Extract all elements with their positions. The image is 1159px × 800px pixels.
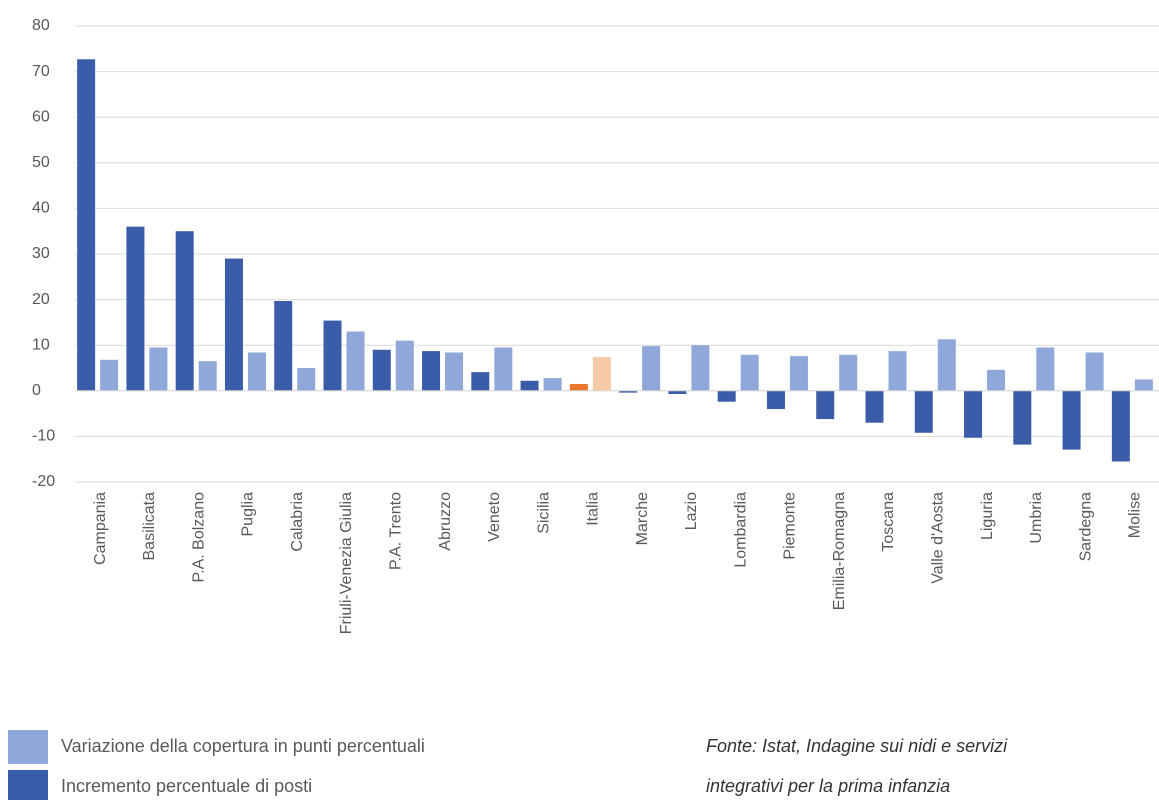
x-tick-label: Campania xyxy=(92,492,109,565)
x-tick-label: Umbria xyxy=(1028,492,1045,544)
x-tick-label: Puglia xyxy=(240,492,257,537)
x-tick-label: Liguria xyxy=(979,492,996,540)
bar xyxy=(914,390,933,433)
bar xyxy=(198,361,217,391)
bar xyxy=(642,346,661,391)
bar xyxy=(1085,352,1104,391)
legend-label: Variazione della copertura in punti perc… xyxy=(61,736,425,756)
x-tick-label: Basilicata xyxy=(141,492,158,561)
bar xyxy=(1013,390,1032,445)
bar xyxy=(100,359,119,391)
y-tick-label: 10 xyxy=(32,336,50,353)
bar xyxy=(126,226,145,391)
x-tick-label: Lombardia xyxy=(732,492,749,568)
bar xyxy=(77,59,96,391)
bar xyxy=(175,231,194,391)
bar xyxy=(297,368,316,391)
y-tick-label: 20 xyxy=(32,291,50,308)
bar xyxy=(247,352,266,391)
bar xyxy=(619,390,638,393)
bar xyxy=(937,339,956,391)
x-tick-label: Lazio xyxy=(683,492,700,530)
x-tick-label: Italia xyxy=(585,492,602,526)
bar xyxy=(494,347,513,391)
source-note: integrativi per la prima infanzia xyxy=(706,776,950,796)
x-tick-label: Marche xyxy=(634,492,651,545)
bar xyxy=(668,390,687,394)
y-tick-label: 80 xyxy=(32,17,50,34)
bar xyxy=(839,354,858,391)
y-tick-label: 50 xyxy=(32,154,50,171)
bar xyxy=(274,300,293,391)
x-tick-label: P.A. Bolzano xyxy=(190,492,207,583)
bar xyxy=(149,347,168,391)
legend-swatch xyxy=(8,770,48,800)
x-tick-label: Valle d'Aosta xyxy=(929,492,946,584)
bar xyxy=(1111,390,1130,462)
bar xyxy=(717,390,736,402)
source-note: Fonte: Istat, Indagine sui nidi e serviz… xyxy=(706,736,1008,756)
x-tick-label: Veneto xyxy=(486,492,503,542)
bar xyxy=(569,383,588,391)
bar xyxy=(1036,347,1055,391)
bar xyxy=(395,340,414,391)
y-tick-label: 40 xyxy=(32,200,50,217)
bar xyxy=(740,354,759,391)
x-tick-label: Abruzzo xyxy=(437,492,454,551)
bar xyxy=(592,357,611,391)
bar xyxy=(372,349,391,391)
y-tick-label: -10 xyxy=(32,428,55,445)
bar xyxy=(766,390,785,410)
bar xyxy=(789,356,808,391)
bar xyxy=(1134,379,1153,391)
bar xyxy=(471,372,490,391)
x-tick-label: Toscana xyxy=(880,492,897,552)
x-tick-label: Sardegna xyxy=(1077,492,1094,561)
legend-label: Incremento percentuale di posti xyxy=(61,776,312,796)
bar xyxy=(964,390,983,438)
bar xyxy=(816,390,835,420)
x-tick-label: Calabria xyxy=(289,492,306,552)
x-tick-label: Sicilia xyxy=(535,492,552,534)
y-tick-label: 0 xyxy=(32,382,41,399)
bar xyxy=(422,351,441,391)
y-tick-label: 60 xyxy=(32,108,50,125)
bar xyxy=(1062,390,1081,450)
legend-swatch xyxy=(8,730,48,764)
y-tick-label: 30 xyxy=(32,245,50,262)
bar xyxy=(323,320,342,391)
x-tick-label: Friuli-Venezia Giulia xyxy=(338,492,355,634)
bar xyxy=(888,351,907,391)
bar xyxy=(520,380,539,391)
bar xyxy=(987,369,1006,391)
bar xyxy=(691,345,710,391)
x-tick-label: Molise xyxy=(1127,492,1144,538)
bar xyxy=(865,390,884,423)
bar xyxy=(543,378,562,391)
x-tick-label: Piemonte xyxy=(782,492,799,560)
y-tick-label: -20 xyxy=(32,473,55,490)
bar xyxy=(346,331,365,391)
bar xyxy=(224,258,243,391)
bar xyxy=(445,352,464,391)
y-tick-label: 70 xyxy=(32,63,50,80)
x-tick-label: P.A. Trento xyxy=(387,492,404,570)
x-tick-label: Emilia-Romagna xyxy=(831,492,848,610)
